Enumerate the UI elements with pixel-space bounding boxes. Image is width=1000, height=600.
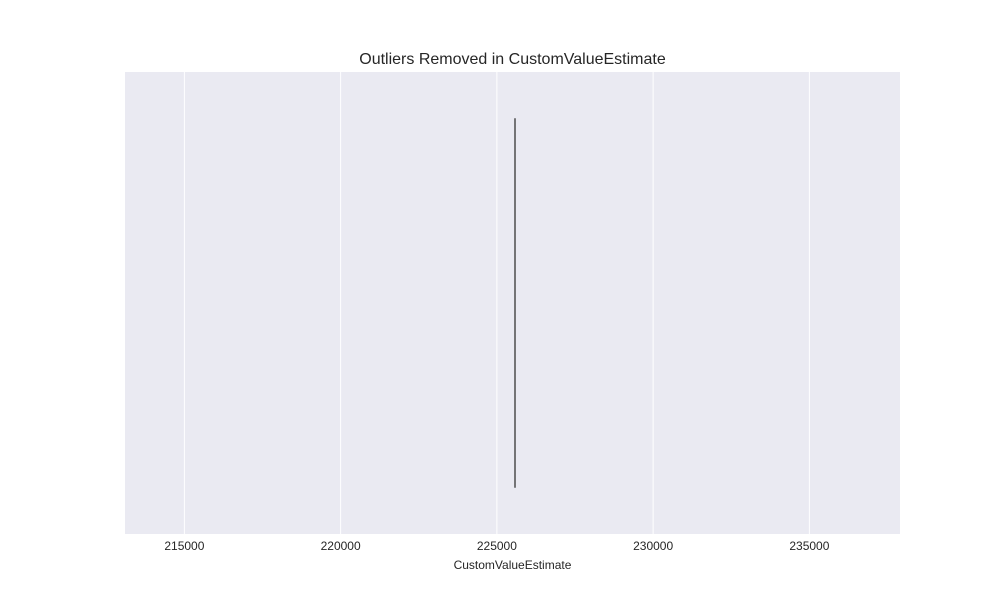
x-tick-label: 220000 [321,539,361,553]
x-tick-label: 225000 [477,539,517,553]
plot-area-background [125,72,900,534]
x-tick-label: 235000 [789,539,829,553]
x-tick-label: 215000 [164,539,204,553]
grid-lines [183,72,810,534]
x-axis-label: CustomValueEstimate [454,558,572,572]
x-tick-labels: 215000 220000 225000 230000 235000 [164,539,829,553]
x-tick-label: 230000 [633,539,673,553]
chart-title: Outliers Removed in CustomValueEstimate [359,51,666,68]
